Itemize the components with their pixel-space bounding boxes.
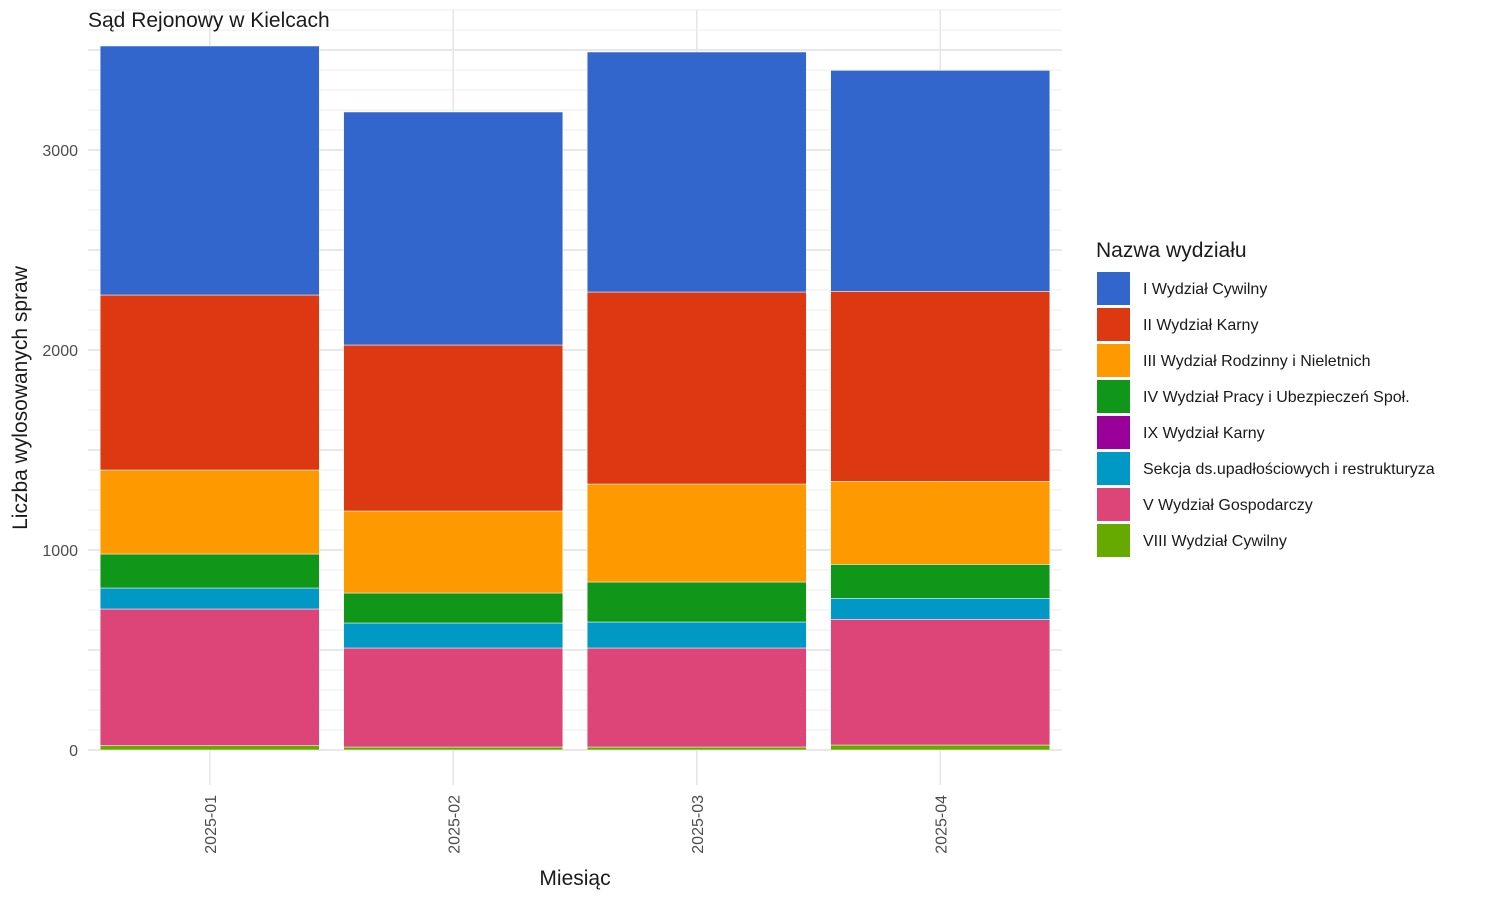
- x-tick-label: 2025-03: [690, 795, 707, 854]
- bar-segment: [99, 469, 320, 555]
- bar-segment: [343, 111, 564, 346]
- legend-label: III Wydział Rodzinny i Nieletnich: [1143, 353, 1371, 370]
- bar-segment: [586, 746, 807, 751]
- bar-segment: [99, 294, 320, 471]
- legend-swatch: [1097, 308, 1130, 341]
- legend-label: IX Wydział Karny: [1143, 425, 1265, 442]
- bars-layer: [99, 45, 1051, 751]
- legend-swatch: [1097, 380, 1130, 413]
- bar-segment: [343, 510, 564, 594]
- bar-segment: [830, 598, 1051, 620]
- y-axis-title: Liczba wylosowanych spraw: [9, 265, 32, 530]
- bar-segment: [586, 291, 807, 485]
- legend-label: I Wydział Cywilny: [1143, 281, 1267, 298]
- bar-segment: [586, 647, 807, 748]
- bar-segment: [343, 622, 564, 649]
- legend-title: Nazwa wydziału: [1096, 239, 1247, 262]
- legend-swatch: [1097, 272, 1130, 305]
- bar-segment: [830, 70, 1051, 292]
- bar-segment: [99, 587, 320, 610]
- legend-label: II Wydział Karny: [1143, 317, 1258, 334]
- bar-segment: [830, 564, 1051, 599]
- legend-label: Sekcja ds.upadłościowych i restrukturyza: [1143, 461, 1435, 478]
- legend-swatch: [1097, 488, 1130, 521]
- chart-title: Sąd Rejonowy w Kielcach: [88, 9, 330, 32]
- y-tick-label: 3000: [42, 143, 78, 160]
- bar-segment: [830, 619, 1051, 746]
- legend-swatch: [1097, 524, 1130, 557]
- y-tick-label: 2000: [42, 343, 78, 360]
- legend-swatch: [1097, 452, 1130, 485]
- bar-segment: [99, 745, 320, 751]
- bar-segment: [586, 581, 807, 623]
- y-tick-label: 1000: [42, 543, 78, 560]
- legend-label: IV Wydział Pracy i Ubezpieczeń Społ.: [1143, 389, 1410, 406]
- bar-segment: [343, 746, 564, 751]
- bar-segment: [586, 51, 807, 293]
- ticks-layer: 0 1000 2000 3000 2025-01 2025-02 2025-03 2025-0…: [42, 143, 950, 854]
- bar-segment: [586, 483, 807, 583]
- x-axis-title: Miesiąc: [539, 867, 610, 890]
- bar-segment: [343, 592, 564, 624]
- bar-segment: [343, 344, 564, 512]
- bar-segment: [99, 608, 320, 746]
- x-tick-label: 2025-04: [933, 795, 950, 854]
- legend-swatch: [1097, 344, 1130, 377]
- bar-segment: [830, 481, 1051, 565]
- legend-label: VIII Wydział Cywilny: [1143, 533, 1287, 550]
- bar-segment: [830, 291, 1051, 482]
- legend-swatch: [1097, 416, 1130, 449]
- bar-segment: [99, 553, 320, 589]
- legend: Nazwa wydziału I Wydział Cywilny II Wydzi…: [1096, 239, 1435, 557]
- y-tick-label: 0: [69, 743, 78, 760]
- legend-label: V Wydział Gospodarczy: [1143, 497, 1313, 514]
- bar-segment: [830, 744, 1051, 751]
- bar-segment: [343, 647, 564, 748]
- x-tick-label: 2025-02: [446, 795, 463, 854]
- x-tick-label: 2025-01: [203, 795, 220, 854]
- legend-items: I Wydział Cywilny II Wydział Karny III Wyd…: [1097, 272, 1435, 557]
- bar-segment: [99, 45, 320, 296]
- bar-segment: [586, 621, 807, 649]
